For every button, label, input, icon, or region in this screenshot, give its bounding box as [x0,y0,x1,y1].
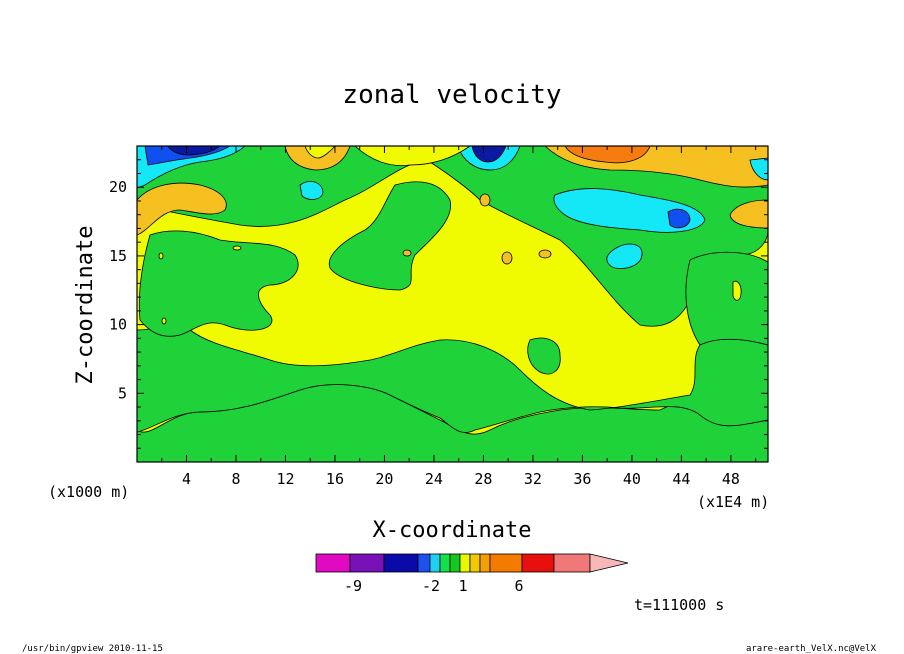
eddy [402,249,412,257]
colorbar-bin [553,553,591,573]
field-green-island [527,337,561,375]
colorbar [315,553,629,573]
eddy [161,317,167,325]
x-tick-label: 8 [231,470,240,488]
colorbar-labels: -9 -2 1 6 [344,577,524,595]
y-unit-note: (x1000 m) [48,483,129,501]
colorbar-bin [459,553,471,573]
field-blue-right [667,208,691,229]
colorbar-overflow-arrow [589,553,629,573]
field-cyan-right-lower [606,243,643,269]
field-orange-right [564,146,651,164]
x-tick-label: 16 [326,470,344,488]
x-tick-label: 32 [524,470,542,488]
colorbar-bin [489,553,523,573]
y-tick-label: 5 [118,384,127,402]
x-tick-label: 24 [425,470,443,488]
field-orange-right-edge [729,199,768,229]
field-darkblue-top-center [471,146,507,163]
field-cyan-right [553,188,706,233]
colorbar-bin [479,553,491,573]
footer-left: /usr/bin/gpview 2010-11-15 [22,644,163,654]
field-green-right [685,251,768,346]
field-cyan-small [299,181,324,200]
y-axis-title: Z-coordinate [73,226,98,385]
eddy [158,252,164,260]
eddy [232,245,242,251]
colorbar-bin [449,553,461,573]
x-tick-label: 40 [623,470,641,488]
axis-ticks [137,146,768,462]
colorbar-bin [417,553,431,573]
x-tick-label: 20 [375,470,393,488]
field-green-center [328,181,452,291]
footer-right: arare-earth_VelX.nc@VelX [746,644,877,654]
plot-frame [136,145,769,463]
x-axis-title: X-coordinate [373,518,532,543]
eddy [538,249,552,259]
x-tick-label: 44 [672,470,690,488]
field-orange-left [137,182,227,236]
colorbar-bin [429,553,441,573]
x-unit-note: (x1E4 m) [697,493,769,511]
field-yellow-right-spot [732,280,742,301]
y-tick-label: 10 [109,316,127,334]
time-label: t=111000 s [634,596,724,614]
colorbar-bin [383,553,419,573]
contour-field [137,146,768,462]
y-tick-label: 20 [109,178,127,196]
colorbar-bin [349,553,385,573]
colorbar-label: -2 [422,577,440,595]
colorbar-bin [469,553,481,573]
x-tick-label: 36 [573,470,591,488]
colorbar-label: 1 [458,577,467,595]
colorbar-label: 6 [514,577,523,595]
chart-title: zonal velocity [342,80,561,110]
field-cyan-far-right [749,157,768,181]
y-tick-label: 15 [109,247,127,265]
colorbar-bin [439,553,451,573]
field-yellow-top-x14 [304,146,336,159]
x-tick-label: 12 [276,470,294,488]
eddy [501,251,513,265]
x-tick-label: 4 [182,470,191,488]
x-tick-label: 48 [722,470,740,488]
eddy [479,193,491,207]
x-tick-label: 28 [474,470,492,488]
field-yellow-top-x20 [354,146,471,167]
colorbar-label: -9 [344,577,362,595]
colorbar-bin [521,553,555,573]
field-darkblue-top-left [167,146,221,156]
colorbar-bin [315,553,351,573]
